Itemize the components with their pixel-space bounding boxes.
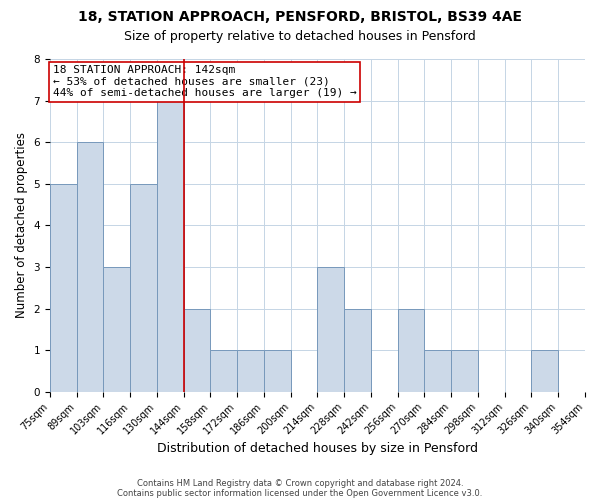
Bar	[424, 350, 451, 392]
X-axis label: Distribution of detached houses by size in Pensford: Distribution of detached houses by size …	[157, 442, 478, 455]
Bar	[77, 142, 103, 392]
Bar	[184, 308, 211, 392]
Bar	[130, 184, 157, 392]
Bar	[344, 308, 371, 392]
Bar	[317, 267, 344, 392]
Text: Contains HM Land Registry data © Crown copyright and database right 2024.: Contains HM Land Registry data © Crown c…	[137, 478, 463, 488]
Y-axis label: Number of detached properties: Number of detached properties	[15, 132, 28, 318]
Bar	[211, 350, 237, 392]
Text: Size of property relative to detached houses in Pensford: Size of property relative to detached ho…	[124, 30, 476, 43]
Bar	[103, 267, 130, 392]
Bar	[264, 350, 290, 392]
Text: 18, STATION APPROACH, PENSFORD, BRISTOL, BS39 4AE: 18, STATION APPROACH, PENSFORD, BRISTOL,…	[78, 10, 522, 24]
Bar	[50, 184, 77, 392]
Bar	[451, 350, 478, 392]
Text: 18 STATION APPROACH: 142sqm
← 53% of detached houses are smaller (23)
44% of sem: 18 STATION APPROACH: 142sqm ← 53% of det…	[53, 65, 356, 98]
Bar	[532, 350, 558, 392]
Bar	[398, 308, 424, 392]
Bar	[237, 350, 264, 392]
Bar	[157, 100, 184, 392]
Text: Contains public sector information licensed under the Open Government Licence v3: Contains public sector information licen…	[118, 488, 482, 498]
